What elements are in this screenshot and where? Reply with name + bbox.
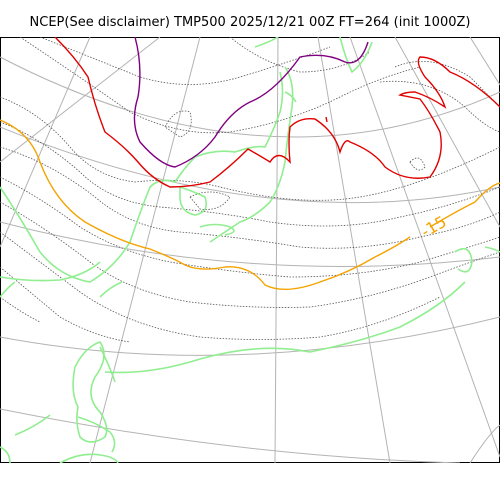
isotherm-red-dot xyxy=(325,116,328,123)
isotherm-orange-east xyxy=(429,182,500,228)
isotherms xyxy=(0,37,500,290)
latitude-lines xyxy=(0,56,500,463)
map-panel: -15 xyxy=(0,37,500,463)
map-frame xyxy=(0,37,500,463)
map-title: NCEP(See disclaimer) TMP500 2025/12/21 0… xyxy=(29,15,471,30)
isotherm-red xyxy=(54,37,500,188)
isotherm-orange xyxy=(0,119,411,290)
coastlines xyxy=(0,37,500,463)
map-canvas: -15 xyxy=(0,37,500,463)
longitude-lines xyxy=(0,37,500,463)
isotherm-purple xyxy=(133,37,369,168)
